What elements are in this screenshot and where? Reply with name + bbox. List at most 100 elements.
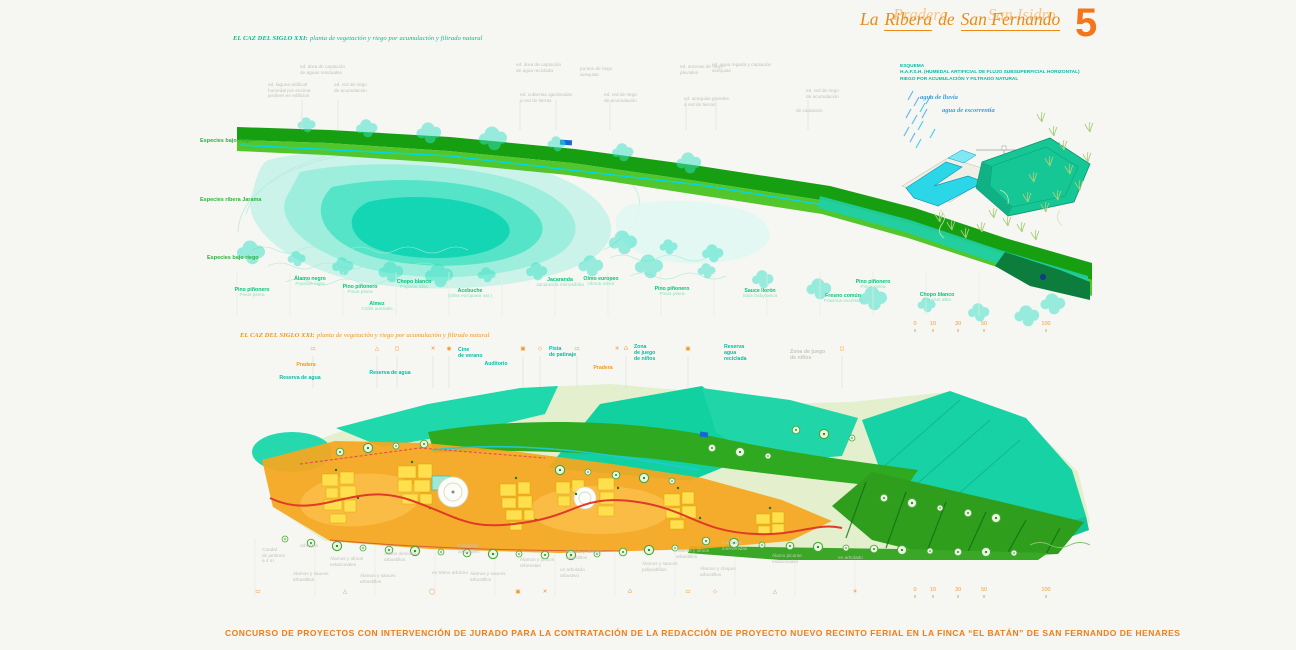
map-symbol-icon: ◇ — [712, 589, 718, 595]
annotation-note: ed. área de captación de agua reciclada — [516, 62, 561, 73]
plan-label-line: Reserva de agua — [279, 375, 321, 381]
title-ribera: Ribera — [884, 9, 933, 31]
species-label: Acebuche (Olea europaea var.) — [448, 288, 492, 299]
species-common-name: Jacaranda — [547, 277, 573, 283]
scale-tick-label: 10 — [929, 321, 937, 327]
annotation-note: Canopias arbustales — [458, 543, 480, 554]
plan-label: Pradera — [593, 365, 612, 371]
annotation-line: a 4 m — [262, 558, 274, 564]
species-common-name: Chopo blanco — [919, 292, 955, 298]
water-flow-label: agua de escorrentía — [942, 107, 995, 114]
species-label: Chopo blanco Populus alba — [397, 279, 432, 290]
annotation-line: a red de tierras — [684, 101, 716, 107]
annotation-line: ed. cubiertas ajardinadas — [520, 92, 573, 97]
plan-label: Cine de verano — [458, 347, 483, 359]
species-latin-name: Pinus pinea — [239, 293, 265, 298]
upper-plan-title-rest: planta de vegetación y riego por acumula… — [309, 35, 483, 42]
species-common-name: Pino piñonero — [654, 286, 690, 292]
plan-label-line: Pradera — [593, 365, 613, 371]
plan-label-line: reciclada — [724, 356, 747, 362]
title-de: de — [938, 9, 955, 29]
annotation-note: ed. agua regada y captación acequias — [712, 62, 771, 73]
species-common-name: Pino piñonero — [342, 284, 378, 290]
species-latin-name: Pinus pinea — [659, 292, 685, 297]
annotation-line: ed. área de captación — [516, 62, 562, 67]
annotation-line: ed. acequias grandes — [684, 96, 729, 101]
annotation-note: Álamo picante estacionales — [772, 553, 802, 564]
lower-plan-title-strong: EL CAZ DEL SIGLO XXI: — [240, 332, 315, 339]
annotation-note: un arbolado arbustivo — [560, 567, 585, 578]
upper-plan-drawing — [236, 100, 1092, 598]
annotation-note: Álamos y sauces arbustillos — [360, 573, 395, 584]
annotation-line: Canopias — [458, 543, 478, 548]
species-label: Sauce llorón Salix babylonica — [743, 288, 778, 299]
map-symbol-icon: ▣ — [520, 346, 526, 352]
species-label: Chopo blanco Populus alba — [920, 292, 955, 303]
species-latin-name: (Olea europaea var.) — [448, 294, 492, 299]
species-common-name: Sauce llorón — [744, 288, 776, 294]
species-latin-name: Jacaranda mimosifolia — [536, 283, 584, 288]
species-latin-name: Salix babylonica — [742, 294, 778, 299]
board-title: La Ribera de San Fernando — [857, 9, 1063, 31]
annotation-line: Álamos y juncos — [520, 557, 555, 562]
plan-label: Reserva agua reciclada — [724, 344, 747, 362]
map-symbol-icon: ▭ — [685, 589, 691, 595]
annotation-line: intervenidas — [722, 545, 748, 551]
annotation-line: acequias — [712, 67, 731, 73]
species-common-name: Álamo negro — [294, 276, 326, 282]
annotation-note: ed. antenas de riego pluviales — [680, 64, 723, 75]
annotation-line: en arbolado — [838, 555, 863, 560]
annotation-note: en arbolado — [838, 555, 863, 561]
plan-label-line: Reserva — [724, 344, 745, 350]
species-label: Pino piñonero Pinus pinea — [343, 284, 378, 295]
legend-title: ESQUEMA — [900, 64, 925, 69]
annotation-line: Álamos y sauces — [293, 571, 329, 576]
plan-label: Zona de juego de niños — [790, 349, 825, 361]
annotation-note: ed. red de riego de acumulación — [334, 82, 367, 93]
species-latin-name: Fraxinus excelsior — [823, 299, 863, 304]
plan-label: Pradera — [296, 362, 315, 368]
species-latin-name: Populus alba — [400, 285, 428, 290]
species-label: Pino piñonero Pinus pinea — [856, 279, 891, 290]
scale-tick-label: 30 — [954, 587, 962, 593]
plan-label-line: Zona de juego — [790, 349, 826, 355]
annotation-note: Álamos y sauces arbustillos — [566, 549, 601, 560]
species-common-name: Almez — [369, 301, 385, 307]
panel-number: 5 — [1075, 1, 1098, 45]
water-flow-label: agua de lluvia — [920, 94, 958, 101]
map-symbol-icon: ◻ — [394, 346, 400, 352]
plan-side-label: Especies ribera Jarama — [200, 197, 262, 203]
annotation-line: Caudal — [262, 547, 277, 552]
annotation-line: arbustillos — [360, 578, 382, 584]
lower-plan-title: EL CAZ DEL SIGLO XXI: planta de vegetació… — [240, 332, 490, 339]
map-symbol-icon: ◇ — [537, 346, 543, 352]
legend-line3: RIEGO POR ACUMULACIÓN Y FILTRADO NATURAL — [900, 76, 1019, 82]
species-label: Olmo europeo Ulmus minor — [583, 276, 618, 287]
map-symbol-icon: ▣ — [515, 589, 521, 595]
plan-label-line: de patinaje — [549, 352, 577, 358]
annotation-line: pluviales — [680, 69, 699, 75]
plan-label-line: de verano — [458, 353, 483, 359]
map-symbol-icon: ✕ — [542, 589, 548, 595]
title-san-fernando: San Fernando — [960, 9, 1061, 31]
scale-tick-label: 0 — [913, 587, 917, 593]
annotation-note: Álamos y chopos arbustillos — [700, 566, 736, 577]
scale-tick-label: 50 — [980, 587, 988, 593]
species-latin-name: Populus alba — [923, 298, 951, 303]
scale-tick-label: 100 — [1041, 321, 1051, 327]
annotation-note: ed. cubiertas ajardinadas a red de tierra… — [520, 92, 572, 103]
annotation-note: arbustos — [300, 543, 318, 549]
annotation-line: Álamos y sauces — [360, 573, 396, 578]
title-la: La — [860, 9, 879, 29]
plan-label-line: agua — [724, 350, 737, 356]
lower-plan-drawing — [252, 384, 1091, 561]
annotation-line: Álamos y olmos — [330, 556, 364, 561]
annotation-note: Álamos y juncos reforestas — [520, 557, 554, 568]
annotation-line: de jardines — [262, 552, 285, 558]
species-label: Almez Celtis australis — [361, 301, 392, 312]
plan-label: Pista de patinaje — [549, 346, 576, 358]
annotation-note: Álamos y olmos arbustillos — [676, 548, 709, 559]
annotation-line: arbustillos — [676, 553, 698, 559]
annotation-line: de agua reciclada — [516, 67, 554, 73]
annotation-note: ed. red de riego de acumulación — [604, 92, 637, 103]
